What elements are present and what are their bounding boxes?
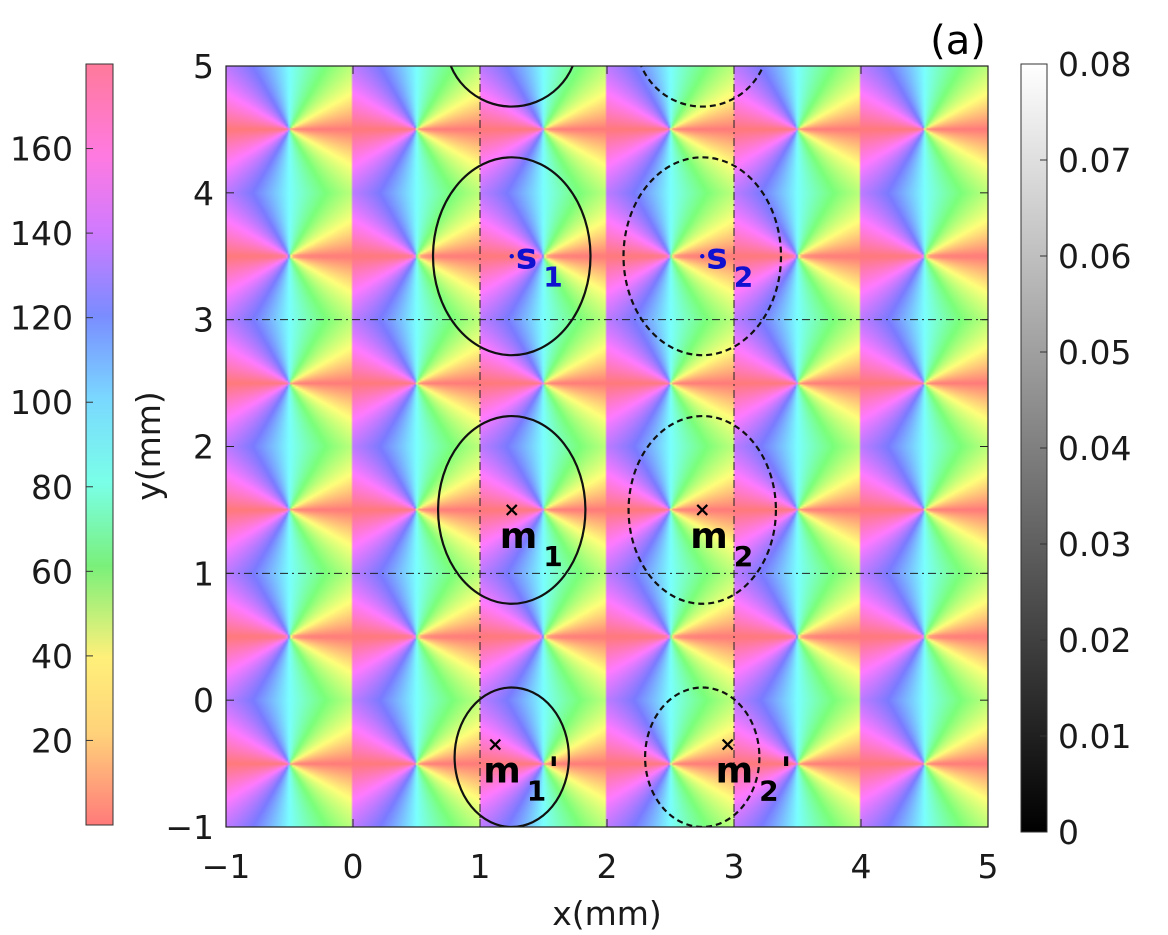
phase-heatmap <box>226 66 988 827</box>
gray-tick-label: 0.04 <box>1058 429 1131 468</box>
cross-symbol <box>489 738 502 751</box>
contour-dashed <box>627 414 778 605</box>
hue-tick-label: 140 <box>10 214 73 253</box>
hue-tick-label: 40 <box>31 637 73 676</box>
gray-tick-label: 0.07 <box>1058 141 1131 180</box>
x-tick-label: 2 <box>597 847 618 886</box>
plot-area <box>226 66 988 827</box>
marker-label-main: s <box>706 236 727 277</box>
y-tick-label: 2 <box>193 428 214 467</box>
gray-tick-label: 0.06 <box>1058 237 1131 276</box>
x-axis-label: x(mm) <box>552 894 662 933</box>
hue-tick-label: 100 <box>10 383 73 422</box>
marker-label-main: m <box>483 751 521 792</box>
cross-symbol <box>696 504 709 516</box>
contour-solid <box>431 156 592 357</box>
y-axis-ticks: −1 0 1 2 3 4 5 <box>165 47 988 847</box>
marker-label-m2p: m 2' <box>716 751 792 808</box>
marker-label-main: s <box>516 236 537 277</box>
x-tick-label: 0 <box>343 847 364 886</box>
y-tick-label: 0 <box>193 681 214 720</box>
dot-symbol <box>700 254 705 259</box>
x-axis-ticks: −1 0 1 2 3 4 5 <box>202 66 999 886</box>
gray-tick-label: 0.02 <box>1058 621 1131 660</box>
contour-dashed <box>622 156 783 357</box>
marker-label-sub: 1 <box>543 260 562 293</box>
y-tick-label: 4 <box>193 174 214 213</box>
y-tick-label: 5 <box>193 47 214 86</box>
hue-colorbar-ticks: 20 40 60 80 100 120 140 160 <box>10 130 93 760</box>
marker-label-main: m <box>500 516 538 557</box>
markers: s 1 s 2m 1 m 2m 1' m 2' <box>483 236 791 807</box>
gray-tick-label: 0.01 <box>1058 717 1131 756</box>
panel-label: (a) <box>930 18 986 64</box>
marker-m2p: m 2' <box>716 738 792 808</box>
y-tick-label: −1 <box>165 808 214 847</box>
cross-symbol <box>721 738 734 751</box>
marker-label-sub: 2 <box>734 540 753 573</box>
contour-solid <box>436 414 587 605</box>
gray-tick-label: 0.03 <box>1058 525 1131 564</box>
marker-label-m1p: m 1' <box>483 751 559 808</box>
x-tick-label: 4 <box>851 847 872 886</box>
hue-colorbar <box>85 63 114 826</box>
hue-tick-label: 20 <box>31 721 73 760</box>
marker-label-sub: 1 <box>543 540 562 573</box>
gray-tick-label: 0.08 <box>1058 45 1131 84</box>
marker-label-sub: 2 <box>734 260 753 293</box>
marker-label-main: m <box>716 751 754 792</box>
marker-label-prime: ' <box>781 751 792 792</box>
marker-m1p: m 1' <box>483 738 559 808</box>
dot-symbol <box>509 254 514 259</box>
y-tick-label: 1 <box>193 554 214 593</box>
gray-tick-label: 0 <box>1058 813 1079 852</box>
gray-tick-label: 0.05 <box>1058 333 1131 372</box>
x-tick-label: 3 <box>724 847 745 886</box>
marker-label-prime: ' <box>548 751 559 792</box>
hue-tick-label: 80 <box>31 468 73 507</box>
x-tick-label: 5 <box>978 847 999 886</box>
marker-label-sub: 2 <box>759 775 778 808</box>
y-tick-label: 3 <box>193 301 214 340</box>
x-tick-label: 1 <box>470 847 491 886</box>
contour-dashed <box>640 66 765 108</box>
x-tick-label: −1 <box>202 847 251 886</box>
gray-colorbar-ticks: 0 0.01 0.02 0.03 0.04 0.05 0.06 0.07 0.08 <box>1040 45 1131 852</box>
hue-tick-label: 60 <box>31 552 73 591</box>
y-axis-label: y(mm) <box>129 391 168 501</box>
contour-solid <box>449 66 574 108</box>
marker-label-sub: 1 <box>527 775 546 808</box>
hue-tick-label: 120 <box>10 299 73 338</box>
hue-tick-label: 160 <box>10 130 73 169</box>
cross-symbol <box>505 504 518 516</box>
marker-label-main: m <box>690 516 728 557</box>
